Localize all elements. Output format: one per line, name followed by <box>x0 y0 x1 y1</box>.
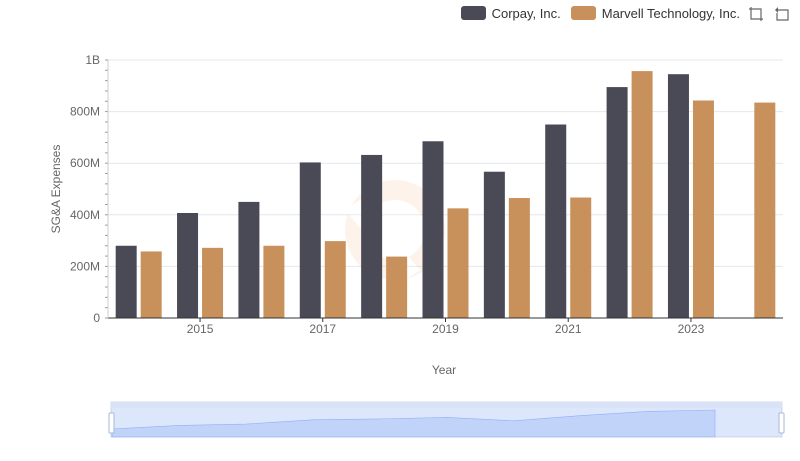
bar-marvell-2021[interactable] <box>570 197 592 318</box>
legend-item-marvell[interactable]: Marvell Technology, Inc. <box>570 5 740 21</box>
legend-label-corpay: Corpay, Inc. <box>491 5 561 21</box>
bar-corpay-2020[interactable] <box>483 171 505 318</box>
y-tick-label: 800M <box>70 105 100 119</box>
x-tick-label: 2019 <box>432 322 459 336</box>
bar-marvell-2023[interactable] <box>692 100 714 318</box>
bar-marvell-2014[interactable] <box>140 251 162 318</box>
bar-marvell-2024[interactable] <box>754 102 776 318</box>
legend-item-corpay[interactable]: Corpay, Inc. <box>460 5 561 21</box>
legend-swatch-corpay <box>460 6 486 20</box>
bar-corpay-2022[interactable] <box>606 87 628 318</box>
x-tick-label: 2023 <box>678 322 705 336</box>
zoom-icon[interactable] <box>748 6 764 22</box>
x-axis-title: Year <box>432 363 456 377</box>
bar-corpay-2014[interactable] <box>115 245 137 318</box>
y-tick-label: 0 <box>93 311 100 325</box>
datazoom-slider[interactable] <box>108 401 785 438</box>
bar-corpay-2015[interactable] <box>177 212 199 318</box>
datazoom-handle-left[interactable] <box>108 412 115 434</box>
bar-corpay-2016[interactable] <box>238 201 260 318</box>
bar-corpay-2018[interactable] <box>361 154 383 318</box>
bar-corpay-2019[interactable] <box>422 141 444 318</box>
x-tick-label: 2021 <box>555 322 582 336</box>
y-tick-label: 1B <box>85 53 100 67</box>
bar-marvell-2016[interactable] <box>263 245 285 318</box>
datazoom-top-bar[interactable] <box>111 402 782 408</box>
y-tick-label: 400M <box>70 208 100 222</box>
legend: Corpay, Inc. Marvell Technology, Inc. <box>460 4 740 22</box>
bar-marvell-2019[interactable] <box>447 208 469 318</box>
bar-marvell-2022[interactable] <box>631 71 653 319</box>
x-tick-label: 2015 <box>187 322 214 336</box>
y-tick-label: 200M <box>70 259 100 273</box>
x-tick-label: 2017 <box>309 322 336 336</box>
bar-marvell-2015[interactable] <box>202 247 224 318</box>
bars <box>115 71 776 319</box>
datazoom-handle-right[interactable] <box>778 412 785 434</box>
restore-icon[interactable] <box>774 6 790 22</box>
bar-corpay-2021[interactable] <box>545 124 567 319</box>
legend-swatch-marvell <box>570 6 596 20</box>
bar-marvell-2018[interactable] <box>386 256 408 318</box>
toolbox <box>748 6 790 22</box>
x-axis: 2015 2017 2019 2021 2023 <box>108 317 783 336</box>
bar-marvell-2017[interactable] <box>324 241 346 318</box>
datazoom-preview-area <box>111 409 716 438</box>
bar-corpay-2023[interactable] <box>667 74 689 318</box>
bar-corpay-2017[interactable] <box>299 162 321 318</box>
y-tick-label: 600M <box>70 156 100 170</box>
y-axis: 0 200M 400M 600M 800M 1B <box>70 53 109 325</box>
legend-label-marvell: Marvell Technology, Inc. <box>601 5 740 21</box>
bar-marvell-2020[interactable] <box>508 198 530 318</box>
y-axis-title: SG&A Expenses <box>49 145 63 234</box>
